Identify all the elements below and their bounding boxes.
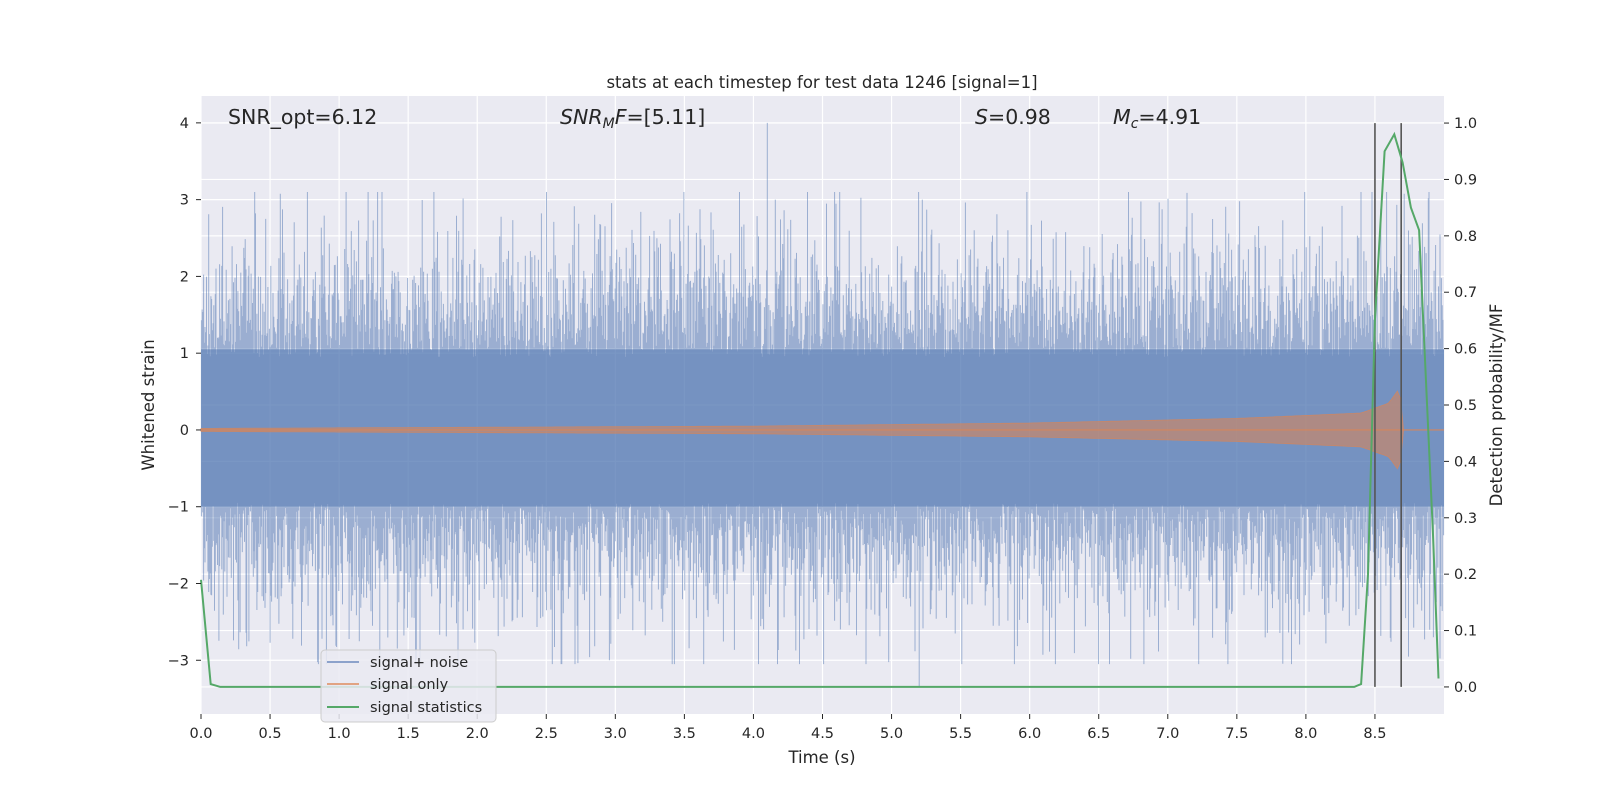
left-y-tick-label: −3 (168, 653, 189, 669)
x-tick-label: 6.5 (1087, 726, 1110, 742)
left-y-tick-label: 2 (180, 269, 189, 285)
x-tick-label: 8.5 (1363, 726, 1386, 742)
left-y-tick-label: 4 (180, 116, 189, 132)
right-y-tick-label: 0.3 (1454, 511, 1477, 527)
right-y-tick-label: 0.8 (1454, 229, 1477, 245)
x-tick-label: 2.0 (466, 726, 489, 742)
left-y-tick-label: −2 (168, 576, 189, 592)
right-y-tick-label: 0.2 (1454, 567, 1477, 583)
x-axis-label: Time (s) (787, 748, 855, 767)
x-tick-label: 3.5 (673, 726, 696, 742)
left-y-axis-ticks: −3 −2 −1 0 1 2 3 4 (168, 116, 201, 669)
right-y-tick-label: 0.7 (1454, 285, 1477, 301)
x-tick-label: 2.5 (535, 726, 558, 742)
x-tick-label: 0.5 (259, 726, 282, 742)
legend-label-signal-statistics: signal statistics (370, 700, 482, 716)
x-tick-label: 1.0 (328, 726, 351, 742)
snr-mf-annotation: SNRMF=[5.11] (560, 105, 705, 132)
x-tick-label: 8.0 (1294, 726, 1317, 742)
right-y-tick-label: 0.6 (1454, 342, 1477, 358)
mc-annotation: Mc=4.91 (1113, 105, 1201, 132)
x-tick-label: 5.0 (880, 726, 903, 742)
x-tick-label: 0.0 (189, 726, 212, 742)
right-y-axis-ticks: 0.0 0.1 0.2 0.3 0.4 0.5 0.6 0.7 0.8 0.9 1.0 (1444, 116, 1477, 696)
x-tick-label: 1.5 (397, 726, 420, 742)
left-y-tick-label: 0 (180, 423, 189, 439)
chart-title: stats at each timestep for test data 124… (606, 73, 1037, 92)
x-tick-label: 3.0 (604, 726, 627, 742)
left-y-tick-label: −1 (168, 500, 189, 516)
right-y-tick-label: 0.9 (1454, 172, 1477, 188)
x-tick-label: 7.5 (1225, 726, 1248, 742)
legend-box (320, 649, 497, 723)
legend-label-signal-only: signal only (370, 677, 449, 693)
left-y-tick-label: 3 (180, 193, 189, 209)
legend-label-signal-noise: signal+ noise (370, 655, 468, 671)
snr-opt-annotation: SNR_opt=6.12 (228, 105, 377, 130)
s-annotation: S=0.98 (975, 105, 1051, 129)
right-y-tick-label: 0.5 (1454, 398, 1477, 414)
signal-only-series (200, 390, 1444, 470)
x-tick-label: 6.0 (1018, 726, 1041, 742)
x-tick-label: 4.0 (742, 726, 765, 742)
marker-lines (1374, 123, 1402, 687)
signal-statistics-line (200, 131, 1440, 688)
legend: signal+ noise signal only signal statist… (320, 649, 497, 723)
x-axis-ticks: 0.0 0.5 1.0 1.5 2.0 2.5 3.0 3.5 4.0 4.5 5.0 5.5 6.0 6… (189, 714, 1386, 742)
right-y-tick-label: 0.1 (1454, 624, 1477, 640)
x-tick-label: 5.5 (949, 726, 972, 742)
x-tick-label: 4.5 (811, 726, 834, 742)
right-y-tick-label: 0.4 (1454, 454, 1477, 470)
right-y-tick-label: 0.0 (1454, 680, 1477, 696)
x-tick-label: 7.0 (1156, 726, 1179, 742)
right-y-axis-label: Detection probability/MF (1487, 304, 1506, 507)
left-y-tick-label: 1 (180, 346, 189, 362)
signal-statistics-series (200, 131, 1440, 688)
left-y-axis-label: Whitened strain (139, 339, 158, 470)
right-y-tick-label: 1.0 (1454, 116, 1477, 132)
